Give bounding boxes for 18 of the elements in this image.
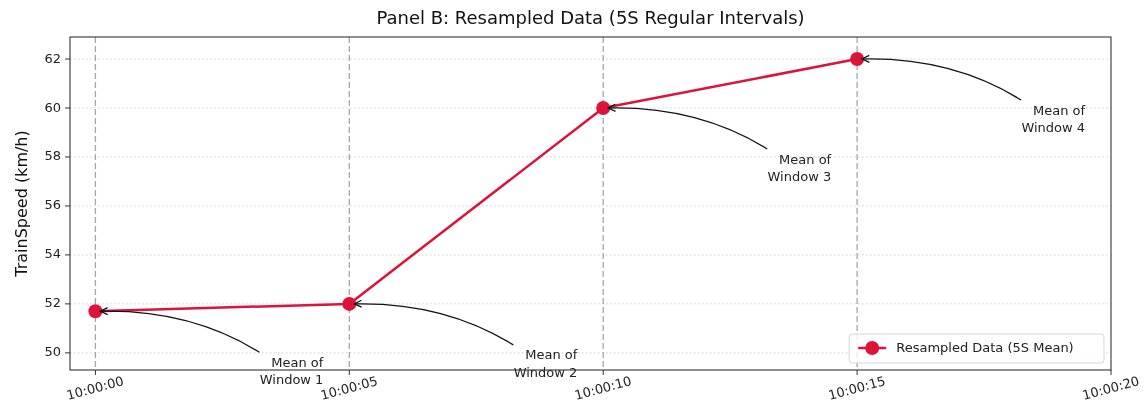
y-tick-label: 50 [44,344,61,360]
y-tick-label: 54 [44,246,61,262]
y-tick-label: 62 [44,50,61,66]
y-axis-title: TrainSpeed (km/h) [11,130,31,278]
annotation: Mean of Window 4 [1021,102,1086,136]
y-tick-label: 52 [44,295,61,311]
annotation: Mean of Window 3 [767,151,832,185]
legend-label: Resampled Data (5S Mean) [896,339,1074,355]
point [88,304,103,319]
point [596,101,611,115]
y-tick-label: 60 [44,99,61,115]
annotation: Mean of Window 1 [259,354,324,388]
point [850,52,865,67]
chart-title: Panel B: Resampled Data (5S Regular Intervals) [376,7,805,28]
point [342,296,357,311]
y-tick-label: 56 [44,197,61,213]
annotation: Mean of Window 2 [513,347,578,380]
y-tick-label: 58 [44,148,61,164]
